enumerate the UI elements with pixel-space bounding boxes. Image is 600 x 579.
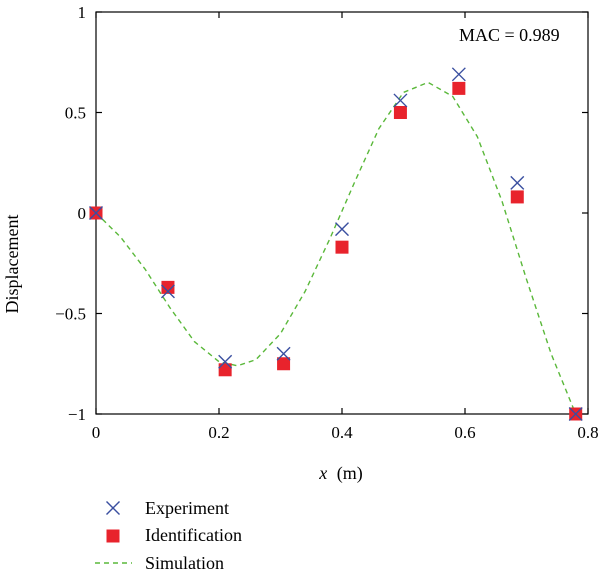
legend-square-marker	[106, 529, 120, 543]
x-tick-label: 0.8	[577, 423, 598, 442]
experiment-point	[510, 175, 525, 190]
identification-point	[335, 240, 349, 254]
legend-marker-identification	[106, 529, 120, 543]
mac-annotation: MAC = 0.989	[459, 25, 560, 45]
identification-point	[452, 81, 466, 95]
ticks: 0 0.2 0.4 0.6 0.8 −1 −0.5 0 0.5 1	[55, 3, 598, 442]
identification-point	[277, 357, 291, 371]
experiment-point	[568, 407, 583, 421]
experiment-point	[393, 93, 408, 108]
simulation-line	[95, 81, 577, 415]
legend-label-experiment: Experiment	[145, 498, 229, 518]
legend-x-marker	[106, 501, 120, 515]
legend-item-simulation: Simulation	[95, 553, 224, 573]
x-tick-label: 0.6	[454, 423, 475, 442]
identification-point	[393, 106, 407, 119]
y-tick-label: 1	[78, 3, 87, 22]
legend-label-simulation: Simulation	[145, 553, 224, 573]
x-axis-label-variable: x	[318, 463, 327, 483]
x-tick-label: 0	[92, 423, 101, 442]
y-tick-label: −1	[68, 405, 86, 424]
legend-item-identification: Identification	[106, 525, 242, 545]
legend-item-experiment: Experiment	[106, 498, 229, 518]
series	[89, 67, 583, 421]
y-tick-label: 0	[78, 204, 87, 223]
identification-point	[161, 280, 175, 294]
x-axis-label: x (m)	[318, 463, 363, 484]
identification-point	[218, 363, 232, 377]
experiment-point	[335, 222, 349, 237]
experiment-point	[218, 354, 233, 369]
plot-frame	[95, 11, 589, 415]
legend-label-identification: Identification	[145, 525, 242, 545]
legend-marker-experiment	[106, 501, 120, 515]
axes	[95, 11, 589, 415]
x-tick-label: 0.2	[208, 423, 229, 442]
experiment-point	[276, 346, 291, 361]
legend: Experiment Identification Simulation	[95, 498, 242, 573]
y-tick-label: 0.5	[65, 104, 86, 123]
experiment-point	[89, 206, 103, 220]
identification-point	[510, 190, 524, 204]
x-axis-label-unit: (m)	[337, 463, 363, 484]
y-tick-label: −0.5	[55, 305, 86, 324]
y-axis-label: Displacement	[2, 215, 22, 314]
experiment-point	[451, 67, 466, 82]
experiment-point	[160, 284, 175, 299]
x-tick-label: 0.4	[331, 423, 353, 442]
